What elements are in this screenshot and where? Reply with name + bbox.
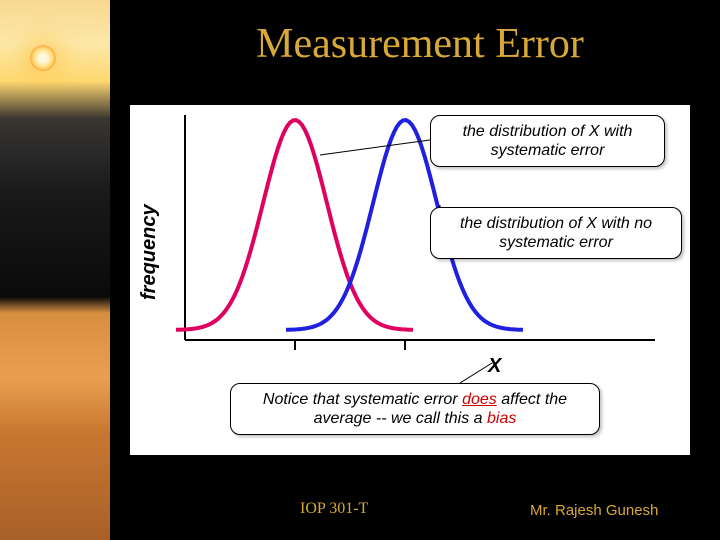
sidebar-photo <box>0 0 110 540</box>
callout-bias-note: Notice that systematic error does affect… <box>230 383 600 435</box>
y-axis-label: frequency <box>138 204 161 300</box>
slide-title: Measurement Error <box>140 20 700 68</box>
callout-systematic-error: the distribution of X with systematic er… <box>430 115 665 167</box>
callout3-prefix: Notice that systematic error <box>263 391 462 408</box>
x-ticks <box>295 340 405 350</box>
callout3-emph-bias: bias <box>487 410 516 427</box>
chart-container: frequency X the distribution of X with s… <box>130 105 690 455</box>
sun-graphic <box>30 45 56 71</box>
callout3-emph-does: does <box>462 391 497 408</box>
curve-systematic-error <box>176 120 413 330</box>
footer-course: IOP 301-T <box>300 500 368 518</box>
x-axis-label: X <box>488 355 501 378</box>
callout-no-systematic-error: the distribution of X with no systematic… <box>430 207 682 259</box>
footer-author: Mr. Rajesh Gunesh <box>530 502 658 519</box>
callout1-pointer <box>320 140 430 155</box>
